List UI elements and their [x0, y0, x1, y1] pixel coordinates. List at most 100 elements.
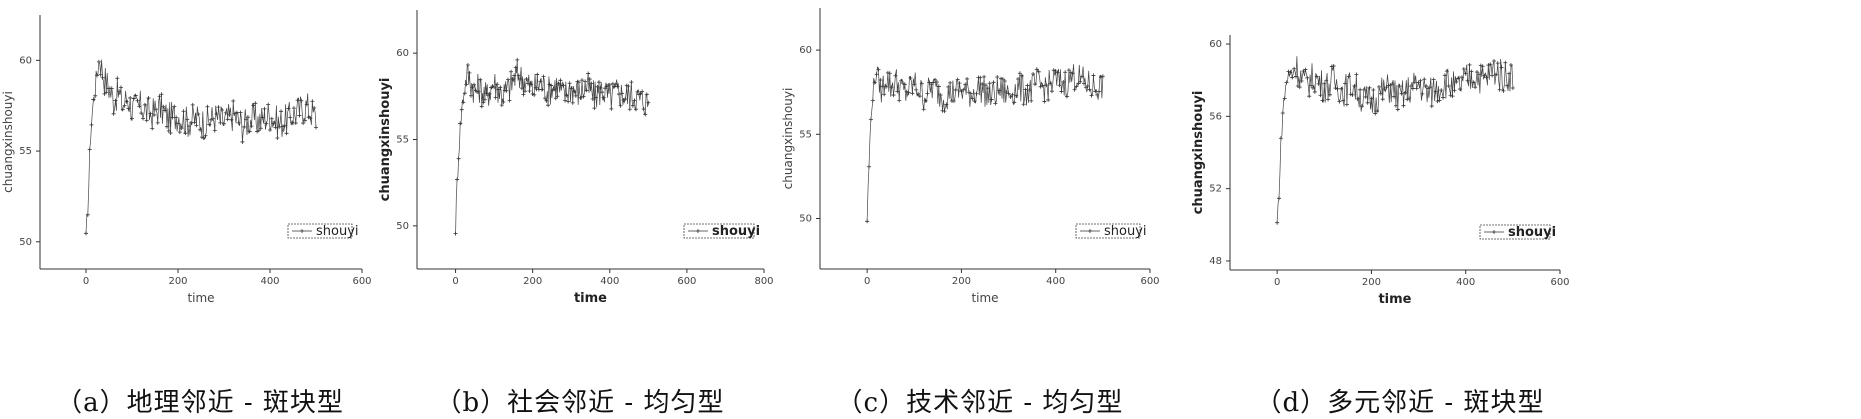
- data-point-marker: [146, 96, 151, 101]
- legend-marker: [696, 229, 700, 233]
- data-point-marker: [1503, 60, 1508, 65]
- y-tick-label: 48: [1209, 256, 1222, 267]
- data-point-marker: [1429, 104, 1434, 109]
- data-point-marker: [974, 91, 979, 96]
- data-point-marker: [1403, 90, 1408, 95]
- chart-d: 0 200 400 600 48 52 56 60 time chuangxinshouyi sho…: [1191, 35, 1570, 307]
- data-point-marker: [166, 128, 171, 133]
- data-point-marker: [1282, 96, 1287, 101]
- data-point-marker: [118, 85, 123, 90]
- data-point-marker: [1025, 83, 1030, 88]
- data-point-marker: [1456, 76, 1461, 81]
- data-point-marker: [997, 88, 1002, 93]
- data-point-marker: [271, 121, 276, 126]
- data-point-marker: [137, 104, 142, 109]
- data-point-marker: [163, 108, 168, 113]
- data-point-marker: [152, 112, 157, 117]
- data-point-marker: [1461, 67, 1466, 72]
- data-point-marker: [482, 97, 487, 102]
- caption-d: （d）多元邻近 - 斑块型: [1255, 388, 1545, 418]
- data-point-marker: [148, 111, 153, 116]
- data-point-marker: [1051, 68, 1056, 73]
- data-point-marker: [587, 77, 592, 82]
- data-point-marker: [505, 77, 510, 82]
- data-point-marker: [931, 80, 936, 85]
- data-point-marker: [1363, 94, 1368, 99]
- data-point-marker: [539, 87, 544, 92]
- data-point-marker: [1326, 97, 1331, 102]
- data-point-marker: [290, 120, 295, 125]
- data-point-marker: [93, 93, 98, 98]
- data-point-marker: [1016, 76, 1020, 81]
- data-point-marker: [1091, 73, 1096, 78]
- data-point-marker: [1034, 67, 1039, 72]
- data-point-marker: [887, 71, 892, 76]
- data-point-marker: [914, 87, 919, 92]
- data-point-marker: [1510, 86, 1515, 91]
- data-point-marker: [222, 121, 226, 126]
- data-point-marker: [893, 73, 898, 78]
- caption-b: （b）社会邻近 - 均匀型: [435, 388, 725, 418]
- data-point-marker: [85, 212, 90, 217]
- data-point-marker: [1369, 96, 1374, 101]
- data-point-marker: [104, 90, 109, 95]
- data-point-marker: [1089, 93, 1094, 98]
- data-point-marker: [198, 127, 203, 132]
- data-point-marker: [1380, 97, 1385, 102]
- data-point-marker: [472, 82, 477, 87]
- data-point-marker: [1459, 75, 1464, 80]
- data-point-marker: [190, 102, 195, 107]
- data-point-marker: [951, 99, 956, 104]
- data-point-marker: [1365, 100, 1370, 105]
- data-point-marker: [168, 130, 173, 135]
- data-point-marker: [598, 85, 603, 90]
- data-point-marker: [269, 116, 274, 121]
- data-point-marker: [284, 131, 289, 136]
- data-point-marker: [501, 99, 506, 104]
- data-point-marker: [521, 92, 526, 97]
- data-point-marker: [1399, 91, 1404, 96]
- panel-b: 0 200 400 600 800 50 55 60 time chuangxinshouyi sh…: [378, 0, 780, 418]
- data-point-marker: [496, 87, 501, 92]
- data-point-marker: [1078, 79, 1083, 84]
- data-point-marker: [157, 94, 162, 99]
- data-point-marker: [561, 83, 566, 88]
- data-point-marker: [1418, 78, 1423, 83]
- data-point-marker: [1424, 84, 1429, 89]
- data-point-marker: [916, 91, 921, 96]
- data-point-marker: [1065, 94, 1070, 99]
- data-point-marker: [1288, 70, 1293, 75]
- data-point-marker: [1422, 77, 1427, 82]
- legend-label: shouyi: [1104, 224, 1147, 239]
- data-point-marker: [1339, 86, 1344, 91]
- data-point-marker: [1087, 87, 1092, 92]
- panel-d: 0 200 400 600 48 52 56 60 time chuangxinshouyi sho…: [1191, 0, 1600, 418]
- data-point-marker: [1420, 91, 1425, 96]
- data-point-marker: [1299, 79, 1304, 84]
- data-point-marker: [607, 82, 612, 87]
- data-point-marker: [1505, 83, 1510, 88]
- data-point-marker: [1335, 86, 1340, 91]
- data-point-marker: [199, 135, 204, 140]
- data-point-marker: [1475, 70, 1480, 75]
- data-point-marker: [991, 80, 996, 85]
- data-point-marker: [870, 98, 875, 103]
- data-point-marker: [569, 86, 574, 91]
- data-point-marker: [527, 89, 532, 94]
- data-point-marker: [1361, 87, 1366, 92]
- data-point-marker: [970, 96, 975, 101]
- data-point-marker: [312, 106, 317, 111]
- data-point-marker: [620, 91, 625, 96]
- data-point-marker: [1061, 80, 1066, 85]
- data-point-marker: [1507, 71, 1512, 76]
- data-point-marker: [465, 62, 470, 67]
- data-point-marker: [874, 72, 879, 77]
- data-point-marker: [1484, 75, 1489, 80]
- data-point-marker: [185, 117, 190, 122]
- data-point-marker: [519, 86, 524, 91]
- data-point-marker: [174, 115, 179, 120]
- data-point-marker: [1486, 63, 1491, 68]
- data-point-marker: [1352, 83, 1357, 88]
- data-point-marker: [1017, 71, 1022, 76]
- data-point-marker: [262, 106, 267, 111]
